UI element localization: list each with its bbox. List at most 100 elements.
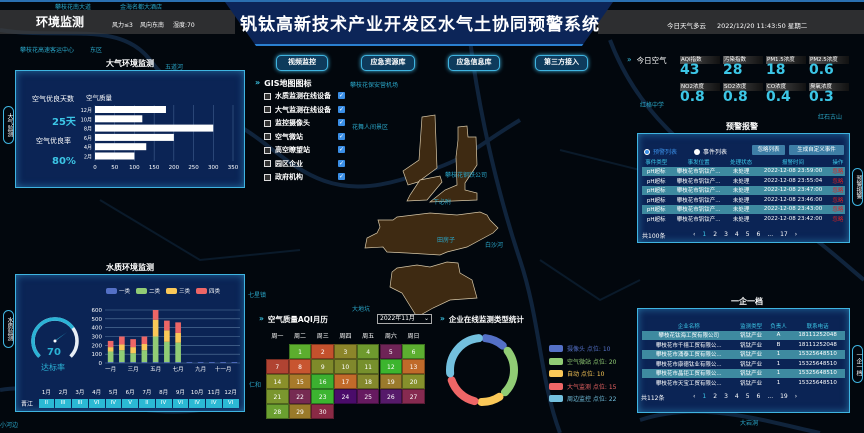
table-row[interactable]: 攀枝花钛海工贸有限公司 钒钛产业 A 18111252048 [642,330,845,340]
calendar-day[interactable]: 10 [334,359,357,374]
calendar-day[interactable]: 1 [288,344,312,359]
ignore-link[interactable]: 忽略 [832,178,844,185]
table-row[interactable]: pH超标 攀枝花市钒钛产... 未处理 2022-12-08 23:59:00 忽略 [642,166,845,176]
third-party-button[interactable]: 第三方接入 [535,55,588,71]
side-tab-enterprise[interactable]: 一企一档 [852,345,863,383]
calendar-day[interactable]: 26 [379,389,403,404]
ignore-link[interactable]: 忽略 [832,197,844,204]
calendar-day[interactable]: 6 [402,344,425,359]
calendar-day[interactable]: 23 [311,389,335,404]
next-page-icon[interactable]: › [794,393,798,400]
ignore-list-button[interactable]: 忽略列表 [752,145,785,155]
calendar-day[interactable]: 29 [288,404,312,419]
ignore-link[interactable]: 忽略 [830,166,845,176]
gis-layer-checkbox[interactable]: ✓ [338,105,345,113]
calendar-day[interactable]: 11 [356,359,380,374]
page-button[interactable]: 4 [734,393,739,400]
table-row[interactable]: 攀枝花市康德钛业有限公... 钒钛产业 1 15325648510 [642,359,845,369]
legend-swatch [549,345,563,352]
stacked-bar-segment [164,330,170,342]
ignore-link[interactable]: 忽略 [830,185,845,195]
top-border [0,0,864,2]
table-row[interactable]: 攀枝花市晶钜工贸有限公... 钒钛产业 1 15325648510 [642,368,845,378]
gis-layer-checkbox[interactable]: ✓ [338,92,345,99]
calendar-day[interactable]: 20 [402,374,425,389]
page-button[interactable]: 6 [756,231,761,238]
side-tab-water[interactable]: 水质监测 [3,310,14,348]
calendar-day[interactable]: 18 [356,374,380,389]
table-row[interactable]: 攀枝花市天宝工贸有限公... 钒钛产业 1 15325648510 [642,378,845,388]
calendar-day[interactable]: 5 [379,344,403,359]
table-row[interactable]: 攀枝花市千禧工贸有限公... 钒钛产业 B 18111252048 [642,340,845,350]
gis-layer-checkbox[interactable]: ✓ [338,173,345,180]
page-button[interactable]: 1 [702,393,707,400]
table-row[interactable]: pH超标 攀枝花市钒钛产... 未处理 2022-12-08 23:47:00 忽略 [642,185,845,195]
page-button[interactable]: 2 [713,231,718,238]
column-header: 处理状态 [730,159,753,166]
calendar-day[interactable]: 8 [288,359,312,374]
table-cell: 未处理 [726,185,756,195]
calendar-day[interactable]: 7 [266,359,289,374]
ignore-link[interactable]: 忽略 [832,216,844,223]
table-row[interactable]: pH超标 攀枝花市钒钛产... 未处理 2022-12-08 23:43:00 忽略 [642,204,845,214]
page-button[interactable]: 5 [745,231,750,238]
table-row[interactable]: pH超标 攀枝花市钒钛产... 未处理 2022-12-08 23:46:00 忽略 [642,195,845,205]
table-row[interactable]: pH超标 攀枝花市钒钛产... 未处理 2022-12-08 23:55:04 忽略 [642,176,845,186]
side-tab-air[interactable]: 大气监测 [3,106,14,144]
ignore-link[interactable]: 忽略 [830,204,845,214]
calendar-day[interactable]: 12 [379,359,403,374]
prev-page-icon[interactable]: ‹ [693,393,696,400]
x-tick-label: 七月 [173,365,184,373]
calendar-day[interactable]: 19 [379,374,403,389]
radio-alert-list[interactable]: 预警列表 [644,147,677,156]
page-button[interactable]: 3 [724,231,728,238]
calendar-day[interactable]: 22 [288,389,312,404]
radio-event-list[interactable]: 事件列表 [694,147,727,156]
video-monitor-button[interactable]: 视频监控 [276,55,328,71]
column-header: 负责人 [770,323,787,330]
calendar-day[interactable]: 17 [334,374,357,389]
calendar-day[interactable]: 21 [266,389,289,404]
table-cell: pH超标 [646,216,666,223]
page-button[interactable]: 17 [780,231,788,238]
custom-event-button[interactable]: 生成自定义事件 [789,145,844,155]
calendar-day[interactable]: 30 [311,404,335,419]
calendar-day[interactable]: 15 [288,374,312,389]
page-button[interactable]: 4 [734,231,739,238]
table-row[interactable]: 攀枝花市涌泰工贸有限公... 钒钛产业 1 15325648510 [642,349,845,359]
x-tick-label: 五月 [150,366,161,373]
page-button[interactable]: ... [767,231,774,238]
calendar-day[interactable]: 13 [402,359,425,374]
page-button[interactable]: ... [767,393,774,400]
month-label: 5月 [108,390,118,396]
calendar-day[interactable]: 24 [334,389,357,404]
calendar-day[interactable]: 27 [402,389,425,404]
gis-layer-checkbox[interactable]: ✓ [338,159,345,167]
page-button[interactable]: 19 [780,393,788,400]
calendar-day[interactable]: 2 [311,344,335,359]
calendar-day[interactable]: 16 [311,374,335,389]
gis-layer-checkbox[interactable]: ✓ [338,146,345,153]
table-row[interactable]: pH超标 攀枝花市钒钛产... 未处理 2022-12-08 23:42:00 忽略 [642,214,845,224]
gis-layer-checkbox[interactable]: ✓ [338,119,345,126]
page-button[interactable]: 5 [745,393,750,400]
emergency-resource-button[interactable]: 应急资源库 [361,55,415,71]
next-page-icon[interactable]: › [794,231,798,238]
gis-layer-item: 政府机构 [264,172,303,182]
calendar-day[interactable]: 4 [356,344,380,359]
month-select[interactable]: 2022年11月 ⌄ [377,314,432,324]
calendar-day[interactable]: 14 [266,374,289,389]
side-tab-alert[interactable]: 预警报警 [852,168,863,206]
emergency-info-button[interactable]: 应急信息库 [448,55,500,71]
page-button[interactable]: 6 [756,393,761,400]
calendar-day[interactable]: 25 [356,389,380,404]
calendar-day[interactable]: 28 [266,404,289,419]
page-button[interactable]: 3 [724,393,728,400]
calendar-day[interactable]: 9 [311,359,335,374]
page-button[interactable]: 2 [713,393,718,400]
page-button[interactable]: 1 [702,231,707,238]
gis-layer-checkbox[interactable]: ✓ [338,132,345,140]
prev-page-icon[interactable]: ‹ [693,231,696,238]
calendar-day[interactable]: 3 [334,344,357,359]
